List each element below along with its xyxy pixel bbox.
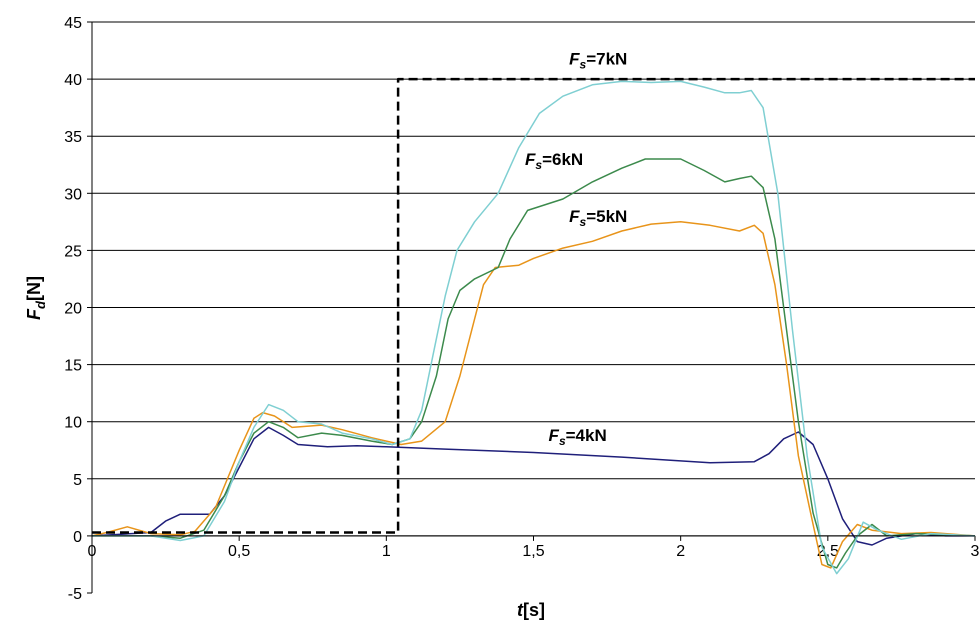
- y-tick-label: -5: [68, 586, 82, 603]
- y-tick-label: 5: [73, 472, 82, 489]
- series-lines: [91, 77, 976, 575]
- x-axis-title: t[s]: [517, 600, 545, 620]
- x-tick-label: 2: [676, 543, 685, 560]
- x-tick-label: 0,5: [228, 543, 250, 560]
- series-line-fs-5kn: [91, 221, 976, 569]
- series-line-fs-7kn: [92, 80, 976, 575]
- series-label-fs-5kn: Fs=5kN: [569, 207, 627, 229]
- axes: [91, 22, 975, 593]
- y-tick-label: 40: [64, 72, 82, 89]
- y-tick-label: 35: [64, 129, 82, 146]
- series-label-fs-7kn: Fs=7kN: [569, 49, 627, 71]
- x-tick-label: 1: [382, 543, 391, 560]
- y-axis-title: Fd[N]: [24, 276, 48, 320]
- x-axis-ticks: 0 0,5 1 1,5 2 2,5 3: [88, 535, 979, 560]
- y-axis-ticks: -5 0 5 10 15 20 25 30 35 40 45: [64, 15, 92, 603]
- series-label-fs-6kn: Fs=6kN: [525, 150, 583, 172]
- series-line-fs-6kn: [92, 158, 976, 569]
- y-tick-label: 10: [64, 415, 82, 432]
- series-label-fs-4kn: Fs=4kN: [549, 426, 607, 448]
- y-tick-label: 0: [73, 529, 82, 546]
- series-line-reference: [92, 77, 975, 534]
- x-tick-label: 3: [971, 543, 979, 560]
- y-tick-label: 15: [64, 358, 82, 375]
- x-tick-label: 1,5: [522, 543, 544, 560]
- y-tick-label: 45: [64, 15, 82, 32]
- y-tick-label: 25: [64, 243, 82, 260]
- grid: [92, 21, 975, 537]
- y-tick-label: 20: [64, 301, 82, 318]
- series-labels: Fs=4kN Fs=5kN Fs=6kN Fs=7kN: [525, 49, 627, 448]
- y-tick-label: 30: [64, 186, 82, 203]
